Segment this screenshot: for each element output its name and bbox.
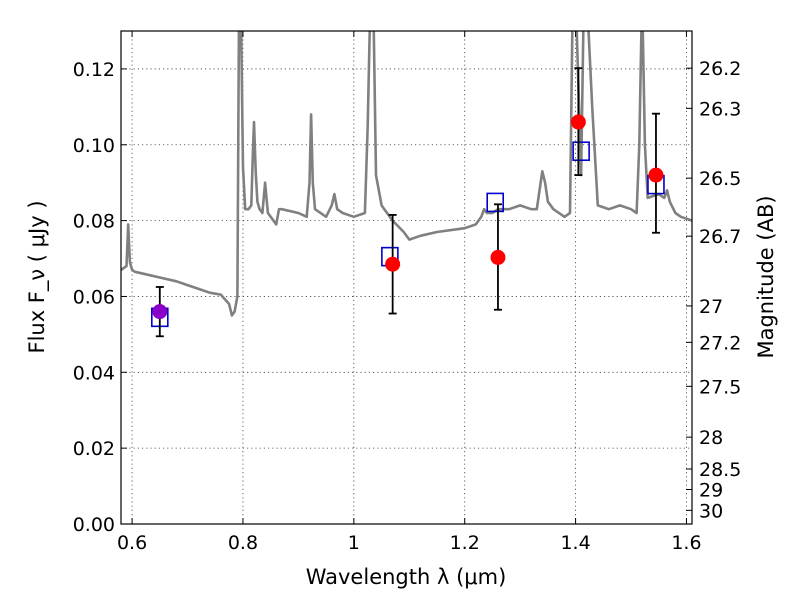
y2-tick-label: 30 <box>699 500 723 522</box>
y2-axis-label: Magnitude (AB) <box>754 195 778 358</box>
model-point <box>572 141 590 162</box>
y-tick-label: 0.04 <box>73 362 115 384</box>
y-axis-label: Flux F_ν ( μJy ) <box>25 200 50 353</box>
x-axis-label: Wavelength λ (μm) <box>306 565 507 589</box>
tick-labels: 0.6 0.8 1 1.2 1.4 1.6 0.00 0.02 0.04 0.06 0.08 0.10… <box>73 58 742 554</box>
axis-ticks <box>121 31 692 525</box>
observed-point <box>152 304 168 320</box>
y2-tick-label: 28.5 <box>699 459 741 481</box>
model-point <box>486 192 504 213</box>
y2-tick-label: 27.5 <box>699 376 741 398</box>
y2-tick-label: 27 <box>699 296 723 318</box>
spectrum-line <box>121 31 692 317</box>
observed-point <box>570 114 586 130</box>
x-tick-label: 1 <box>348 532 360 554</box>
y-tick-label: 0.00 <box>73 514 115 536</box>
plot-frame <box>120 30 693 525</box>
x-tick-label: 0.8 <box>228 532 258 554</box>
y2-tick-label: 26.2 <box>699 58 741 80</box>
observed-point <box>648 167 664 183</box>
x-tick-label: 1.4 <box>560 532 590 554</box>
y-tick-label: 0.06 <box>73 286 115 308</box>
y-tick-label: 0.12 <box>73 59 115 81</box>
y2-tick-label: 29 <box>699 479 723 501</box>
y-tick-label: 0.08 <box>73 211 115 233</box>
x-tick-label: 1.2 <box>450 532 480 554</box>
y2-tick-label: 27.2 <box>699 332 741 354</box>
y-tick-label: 0.10 <box>73 135 115 157</box>
observed-point <box>385 256 401 272</box>
y2-tick-label: 26.5 <box>699 168 741 190</box>
grid-lines <box>121 31 692 524</box>
y2-tick-label: 26.7 <box>699 226 741 248</box>
y2-tick-label: 28 <box>699 427 723 449</box>
y2-tick-label: 26.3 <box>699 98 741 120</box>
x-tick-label: 1.6 <box>671 532 701 554</box>
y-tick-label: 0.02 <box>73 438 115 460</box>
observed-point <box>490 249 506 265</box>
x-tick-label: 0.6 <box>117 532 147 554</box>
plot-area <box>121 31 692 338</box>
